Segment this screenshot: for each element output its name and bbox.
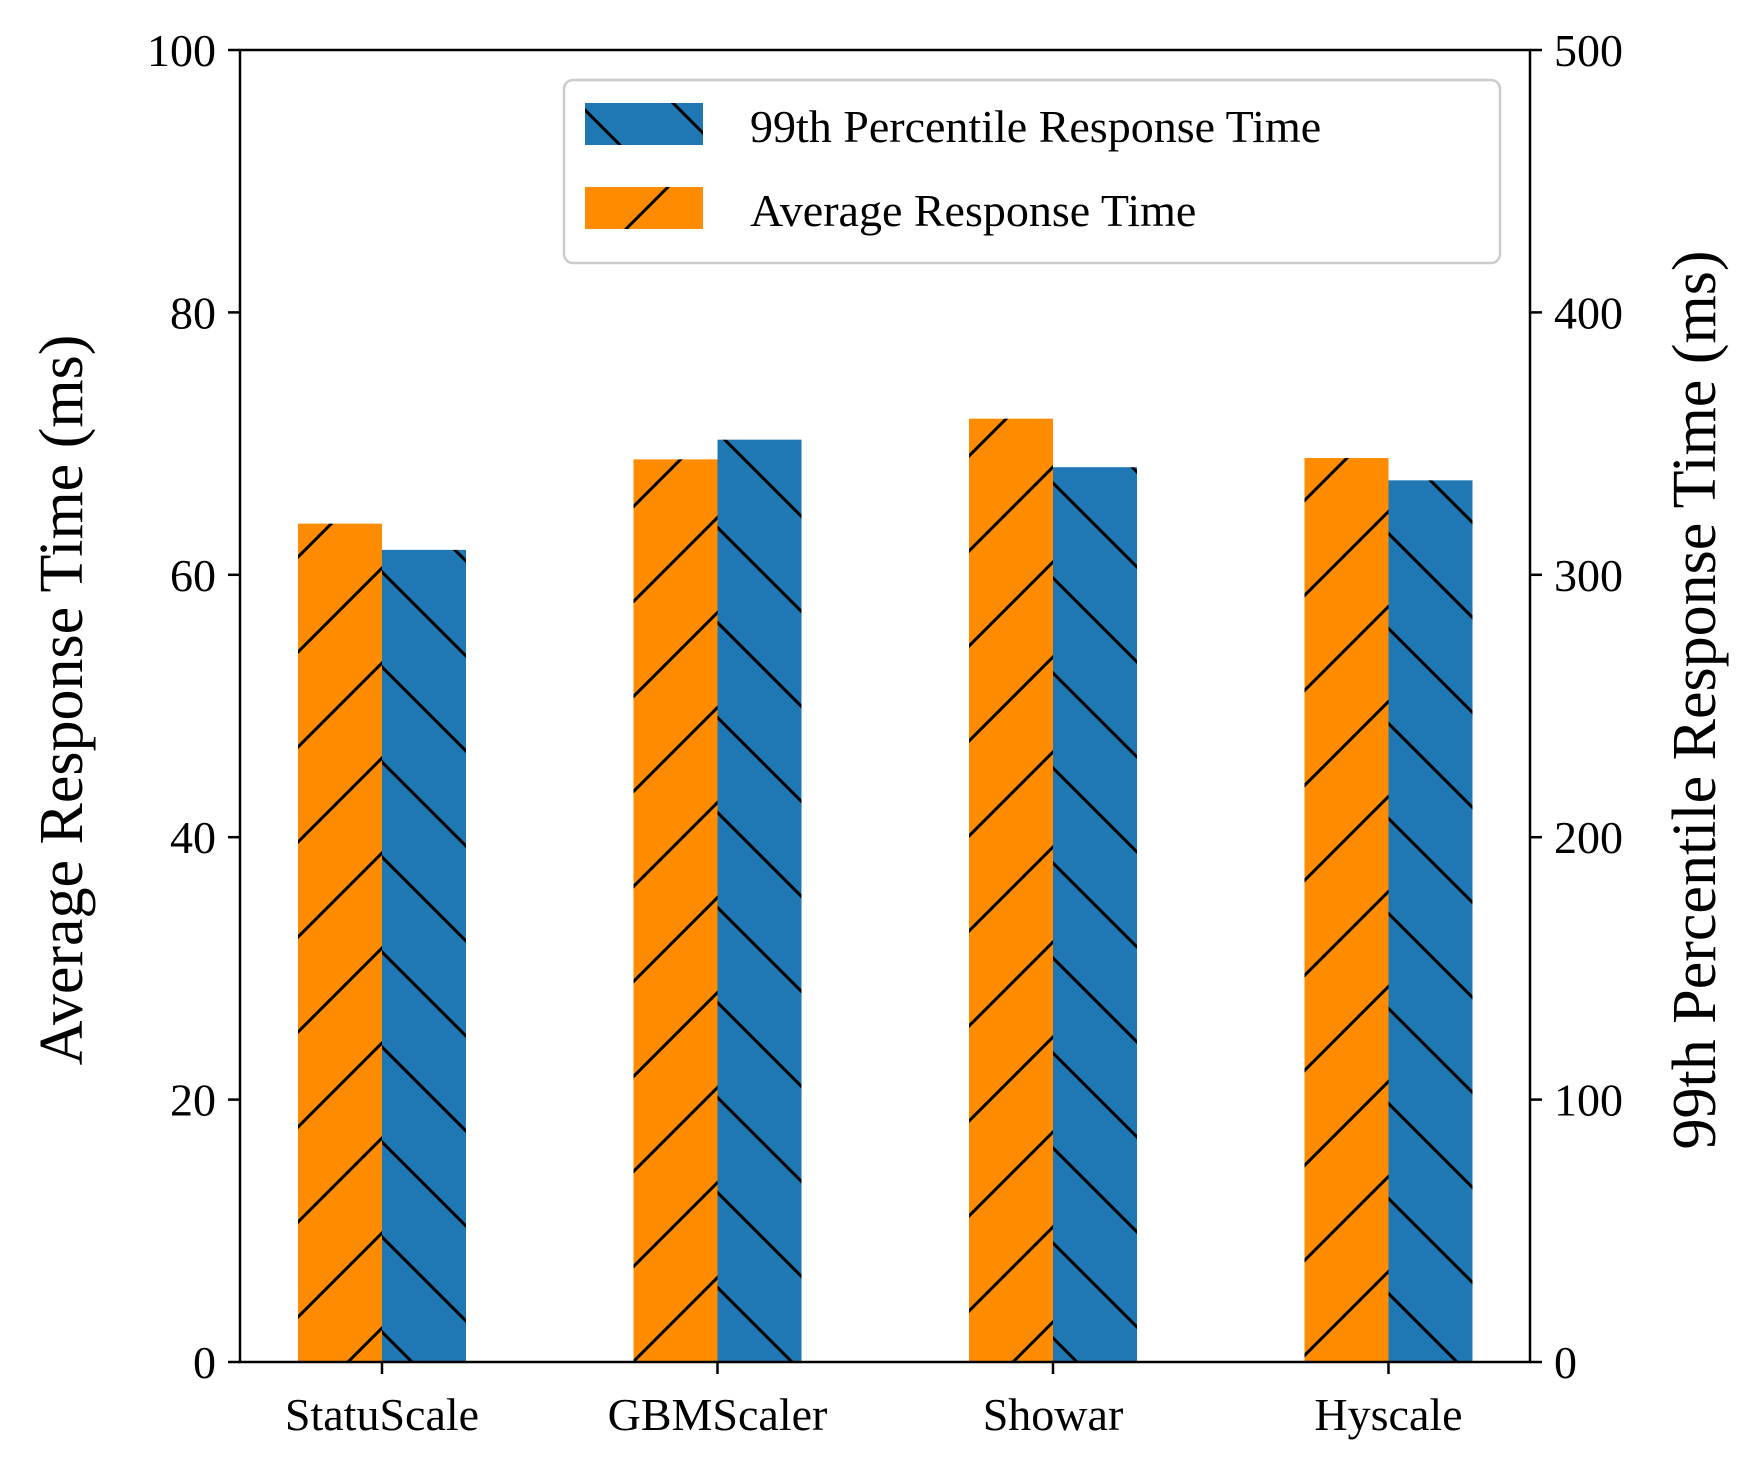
x-tick-label: StatuScale xyxy=(285,1389,479,1440)
y-left-tick-label: 60 xyxy=(170,550,216,601)
bar-p99-showar xyxy=(1053,467,1137,1362)
x-tick-label: Showar xyxy=(983,1389,1124,1440)
legend-label-avg: Average Response Time xyxy=(750,185,1196,236)
y-left-tick-label: 100 xyxy=(147,25,216,76)
x-tick-label: GBMScaler xyxy=(608,1389,828,1440)
y-left-tick-label: 80 xyxy=(170,287,216,338)
bar-average-statuscale xyxy=(298,523,382,1362)
y-left-tick-label: 40 xyxy=(170,812,216,863)
bar-p99-gbmscaler xyxy=(717,439,802,1362)
y-right-tick-label: 100 xyxy=(1554,1075,1623,1126)
y-right-tick-label: 500 xyxy=(1554,25,1623,76)
bar-p99-statuscale xyxy=(382,549,466,1362)
y-right-tick-label: 0 xyxy=(1554,1337,1577,1388)
legend: 99th Percentile Response Time Average Re… xyxy=(562,78,1502,265)
legend-label-p99: 99th Percentile Response Time xyxy=(750,101,1321,152)
plot-frame xyxy=(238,48,1532,1364)
bars-layer xyxy=(298,418,1473,1363)
y-right-tick-label: 300 xyxy=(1554,550,1623,601)
bar-average-gbmscaler xyxy=(633,459,718,1362)
legend-swatch-avg xyxy=(585,187,703,229)
bar-p99-hyscale xyxy=(1388,480,1473,1362)
bar-average-hyscale xyxy=(1304,458,1389,1363)
legend-swatch-p99 xyxy=(585,103,703,145)
y-right-tick-label: 200 xyxy=(1554,812,1623,863)
y-left-tick-label: 20 xyxy=(170,1075,216,1126)
axes-layer: StatuScale GBMScaler Showar Hyscale 0 20 40 60 8… xyxy=(147,25,1623,1440)
legend-frame xyxy=(562,78,1502,265)
y-axis-right-title: 99th Percentile Response Time (ms) xyxy=(1661,251,1729,1150)
y-right-tick-label: 400 xyxy=(1554,287,1623,338)
x-tick-label: Hyscale xyxy=(1314,1389,1462,1440)
y-axis-left-title: Average Response Time (ms) xyxy=(28,335,96,1066)
y-left-tick-label: 0 xyxy=(193,1337,216,1388)
bar-average-showar xyxy=(969,418,1053,1362)
